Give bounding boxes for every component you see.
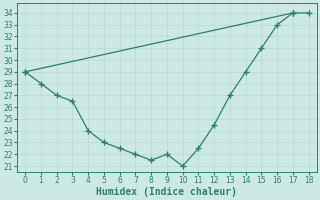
X-axis label: Humidex (Indice chaleur): Humidex (Indice chaleur) <box>96 186 237 197</box>
